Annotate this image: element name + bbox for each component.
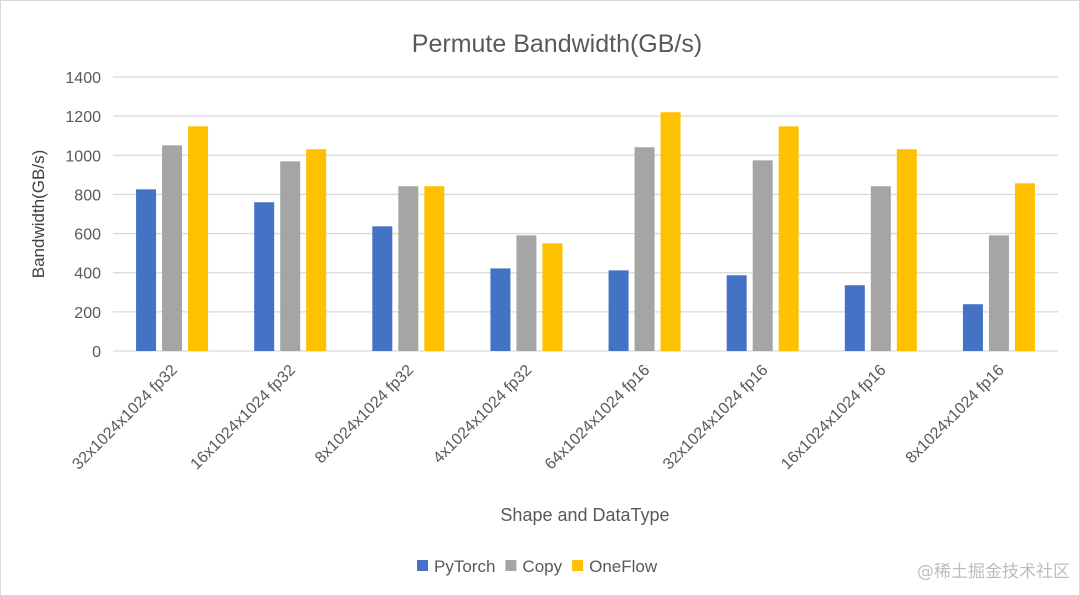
bar-copy (988, 235, 1009, 351)
bar-oneflow (542, 243, 563, 351)
bar-copy (870, 186, 891, 351)
y-tick-label: 200 (74, 305, 101, 322)
x-tick-label: 16x1024x1024 fp16 (778, 362, 889, 473)
x-axis-label: Shape and DataType (500, 505, 669, 525)
y-tick-label: 1400 (65, 70, 101, 87)
legend-label-pytorch: PyTorch (434, 557, 495, 576)
bar-oneflow (306, 149, 327, 351)
x-tick-label: 16x1024x1024 fp32 (188, 362, 299, 473)
legend-swatch-oneflow (572, 560, 584, 571)
bar-oneflow (660, 112, 681, 351)
bar-pytorch (372, 226, 393, 351)
legend-swatch-copy (505, 560, 517, 571)
x-tick-label: 4x1024x1024 fp32 (430, 362, 535, 467)
x-tick-label: 64x1024x1024 fp16 (542, 362, 653, 473)
bar-copy (280, 161, 301, 351)
y-axis-label: Bandwidth(GB/s) (29, 150, 48, 279)
x-tick-label: 8x1024x1024 fp16 (903, 362, 1008, 467)
x-tick-label: 8x1024x1024 fp32 (312, 362, 417, 467)
bar-pytorch (608, 270, 629, 351)
chart-title: Permute Bandwidth(GB/s) (412, 30, 702, 58)
bar-pytorch (490, 268, 511, 351)
bar-pytorch (962, 304, 983, 351)
bar-pytorch (844, 285, 865, 351)
y-tick-label: 1000 (65, 148, 101, 165)
legend-label-oneflow: OneFlow (589, 557, 658, 576)
watermark: @稀土掘金技术社区 (917, 562, 1070, 582)
bar-copy (516, 235, 537, 351)
bar-copy (398, 186, 419, 351)
bar-pytorch (136, 189, 157, 351)
bar-copy (162, 145, 183, 351)
legend-label-copy: Copy (522, 557, 562, 576)
bar-oneflow (424, 186, 445, 351)
bar-copy (634, 147, 655, 351)
bar-oneflow (1014, 183, 1035, 351)
legend-swatch-pytorch (417, 560, 428, 571)
bar-pytorch (254, 202, 275, 351)
y-tick-label: 0 (92, 344, 101, 361)
bar-pytorch (726, 275, 747, 351)
y-tick-label: 400 (74, 266, 101, 283)
bar-oneflow (896, 149, 917, 351)
x-tick-label: 32x1024x1024 fp32 (69, 362, 180, 473)
y-tick-label: 800 (74, 187, 101, 204)
y-tick-label: 1200 (65, 109, 101, 126)
y-tick-label: 600 (74, 227, 101, 244)
x-tick-label: 32x1024x1024 fp16 (660, 362, 771, 473)
bar-copy (752, 160, 773, 351)
bar-oneflow (188, 126, 209, 351)
bar-oneflow (778, 126, 799, 351)
